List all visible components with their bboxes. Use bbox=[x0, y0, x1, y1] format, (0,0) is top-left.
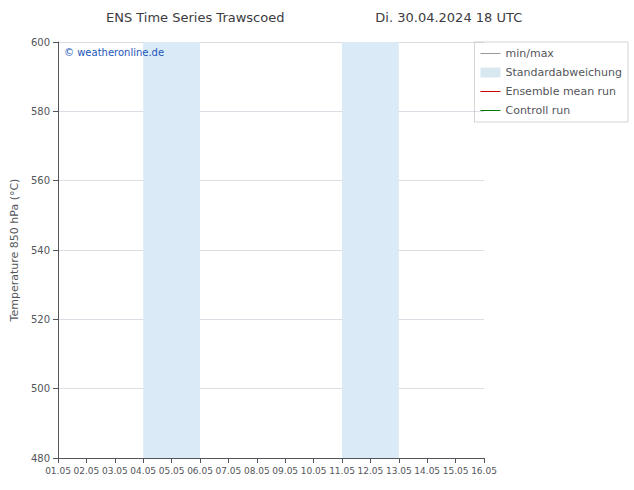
svg-text:16.05: 16.05 bbox=[471, 466, 497, 476]
svg-text:04.05: 04.05 bbox=[130, 466, 156, 476]
svg-text:06.05: 06.05 bbox=[187, 466, 213, 476]
svg-text:Ensemble mean run: Ensemble mean run bbox=[505, 85, 616, 98]
svg-text:02.05: 02.05 bbox=[74, 466, 100, 476]
svg-text:11.05: 11.05 bbox=[329, 466, 355, 476]
svg-text:01.05: 01.05 bbox=[45, 466, 71, 476]
svg-text:12.05: 12.05 bbox=[358, 466, 384, 476]
svg-text:560: 560 bbox=[31, 175, 50, 186]
svg-text:14.05: 14.05 bbox=[414, 466, 440, 476]
svg-text:10.05: 10.05 bbox=[301, 466, 327, 476]
svg-text:15.05: 15.05 bbox=[443, 466, 469, 476]
svg-text:08.05: 08.05 bbox=[244, 466, 270, 476]
svg-text:ENS Time Series Trawscoed: ENS Time Series Trawscoed bbox=[106, 10, 284, 25]
svg-text:min/max: min/max bbox=[505, 47, 554, 60]
svg-text:05.05: 05.05 bbox=[159, 466, 185, 476]
svg-text:© weatheronline.de: © weatheronline.de bbox=[64, 47, 164, 58]
svg-text:540: 540 bbox=[31, 245, 50, 256]
svg-text:600: 600 bbox=[31, 37, 50, 48]
svg-text:520: 520 bbox=[31, 314, 50, 325]
svg-text:Temperature 850 hPa (°C): Temperature 850 hPa (°C) bbox=[8, 179, 21, 323]
svg-text:03.05: 03.05 bbox=[102, 466, 128, 476]
svg-text:Di. 30.04.2024 18 UTC: Di. 30.04.2024 18 UTC bbox=[375, 10, 522, 25]
svg-text:500: 500 bbox=[31, 383, 50, 394]
svg-text:580: 580 bbox=[31, 106, 50, 117]
svg-text:09.05: 09.05 bbox=[272, 466, 298, 476]
svg-text:07.05: 07.05 bbox=[216, 466, 242, 476]
svg-text:480: 480 bbox=[31, 453, 50, 464]
svg-text:Standardabweichung: Standardabweichung bbox=[505, 66, 622, 79]
svg-text:13.05: 13.05 bbox=[386, 466, 412, 476]
svg-text:Controll run: Controll run bbox=[505, 104, 570, 117]
